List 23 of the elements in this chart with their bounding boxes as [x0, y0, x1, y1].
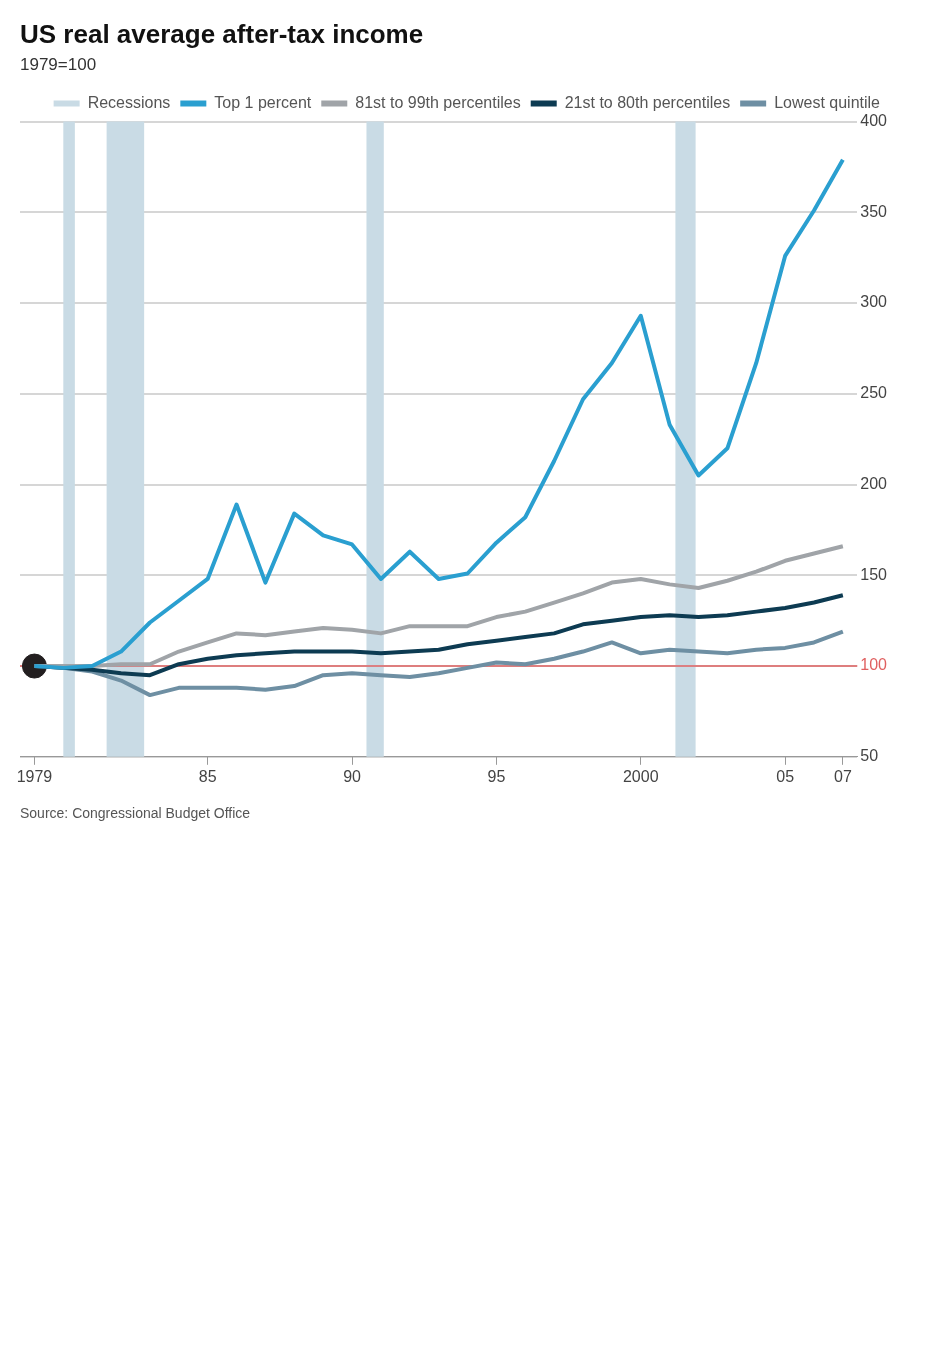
y-tick-label: 50	[860, 747, 879, 765]
x-tick-label: 2000	[622, 767, 659, 785]
x-tick-label: 95	[487, 767, 506, 785]
chart-subtitle: 1979=100	[20, 55, 97, 75]
x-tick-label: 85	[198, 767, 217, 785]
y-tick-label: 200	[860, 474, 888, 492]
x-tick-label: 1979	[16, 767, 53, 785]
y-tick-label: 250	[860, 384, 888, 402]
x-tick-label: 05	[776, 767, 795, 785]
legend-label: 81st to 99th percentiles	[355, 94, 521, 112]
legend-label: Lowest quintile	[774, 94, 881, 112]
x-tick-label: 07	[833, 767, 852, 785]
legend-label: Recessions	[87, 94, 171, 112]
source-note: Source: Congressional Budget Office	[20, 805, 251, 821]
y-tick-label: 150	[860, 565, 888, 583]
y-tick-label: 350	[860, 202, 888, 220]
y-tick-label: 100	[860, 656, 888, 674]
chart-title: US real average after-tax income	[20, 18, 424, 49]
x-tick-label: 90	[343, 767, 362, 785]
y-tick-label: 300	[860, 293, 888, 311]
legend-label: Top 1 percent	[214, 94, 312, 112]
legend-label: 21st to 80th percentiles	[564, 94, 731, 112]
y-tick-label: 400	[860, 112, 888, 130]
